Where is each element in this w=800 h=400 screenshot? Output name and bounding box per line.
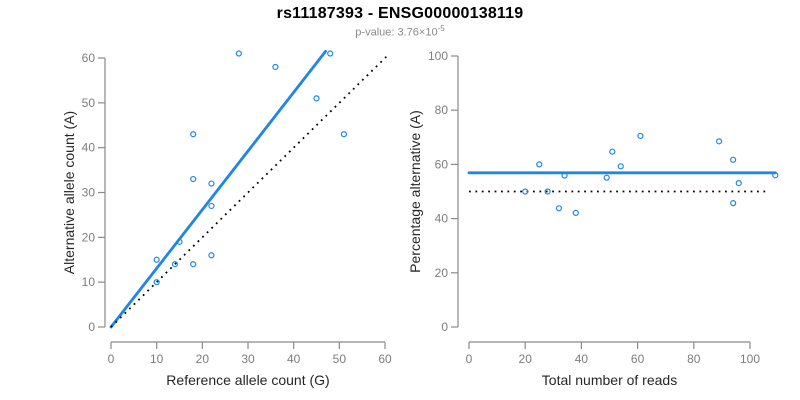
x-tick-label: 60 [378, 352, 392, 366]
plot-title: rs11187393 - ENSG00000138119 [276, 5, 524, 22]
y-tick-label: 50 [82, 96, 96, 110]
x-tick-label: 50 [333, 352, 347, 366]
x-axis-title: Reference allele count (G) [166, 372, 329, 388]
data-point [561, 172, 568, 179]
data-point [153, 279, 160, 286]
x-tick-label: 100 [740, 352, 760, 366]
data-point [190, 261, 197, 268]
y-tick-label: 60 [435, 157, 449, 171]
x-axis-title: Total number of reads [542, 372, 677, 388]
y-tick-label: 80 [435, 103, 449, 117]
x-tick-label: 0 [108, 352, 115, 366]
y-tick-label: 100 [428, 49, 448, 63]
data-point [190, 131, 197, 138]
y-tick-label: 60 [82, 51, 96, 65]
y-tick-label: 40 [435, 212, 449, 226]
data-point [153, 256, 160, 263]
data-point [572, 209, 579, 217]
data-point [208, 180, 215, 187]
plot-subtitle: p-value: 3.76×10-5 [0, 24, 800, 39]
y-tick-label: 30 [82, 186, 96, 200]
fit-line [109, 49, 328, 329]
data-point [735, 179, 742, 187]
data-point [730, 200, 737, 207]
data-point [536, 161, 543, 168]
x-tick-label: 20 [196, 352, 210, 366]
data-point [715, 138, 723, 145]
data-point [609, 148, 616, 155]
y-axis-title: Alternative allele count (A) [61, 111, 77, 274]
x-tick-label: 60 [631, 352, 645, 366]
x-tick-label: 80 [687, 352, 701, 366]
y-tick-label: 40 [82, 141, 96, 155]
data-point [171, 261, 179, 268]
y-axis-title: Percentage alternative (A) [407, 110, 423, 273]
x-tick-label: 30 [241, 352, 255, 366]
data-point [522, 188, 529, 195]
data-point [208, 202, 215, 210]
data-point [772, 172, 779, 179]
data-point [544, 188, 551, 195]
y-tick-label: 20 [435, 266, 449, 280]
data-point [340, 131, 348, 138]
data-point [327, 50, 334, 57]
data-point [637, 132, 644, 140]
data-point [555, 205, 563, 212]
y-tick-label: 0 [441, 320, 448, 334]
x-tick-label: 40 [575, 352, 589, 366]
x-tick-label: 40 [287, 352, 301, 366]
pvalue-text: p-value: 3.76×10 [355, 26, 438, 39]
data-point [730, 156, 737, 163]
data-point [617, 163, 624, 170]
data-point [235, 50, 242, 57]
pvalue-exponent: -5 [437, 24, 445, 33]
allele-counts-panel: 0 10 20 30 40 50 60 0 10 20 30 40 50 60 Reference alle… [61, 49, 392, 388]
y-tick-label: 10 [82, 275, 96, 289]
y-tick-label: 20 [82, 230, 96, 244]
data-point [190, 175, 197, 183]
percentage-panel: 0 20 40 60 80 100 0 20 40 60 80 100 Total number of … [407, 49, 779, 388]
data-point [176, 238, 183, 245]
data-point [603, 174, 610, 181]
identity-line [110, 54, 389, 328]
data-point [272, 63, 279, 71]
data-point [313, 95, 320, 102]
x-tick-label: 0 [466, 352, 473, 366]
x-tick-label: 20 [519, 352, 533, 366]
data-point [208, 252, 215, 259]
x-tick-label: 10 [150, 352, 164, 366]
y-tick-label: 0 [88, 320, 95, 334]
